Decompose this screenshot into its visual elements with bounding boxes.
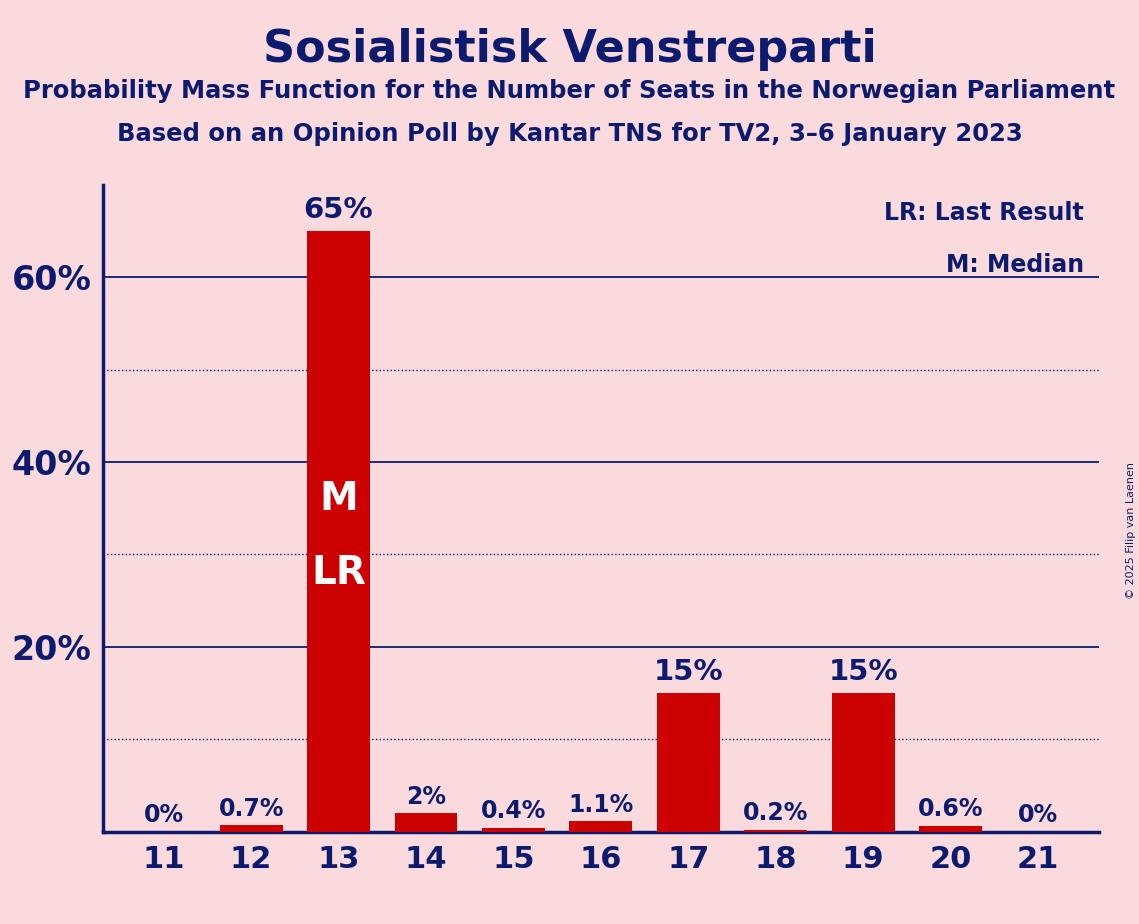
Bar: [919, 826, 982, 832]
Text: Based on an Opinion Poll by Kantar TNS for TV2, 3–6 January 2023: Based on an Opinion Poll by Kantar TNS f…: [116, 122, 1023, 146]
Text: 0%: 0%: [144, 803, 183, 827]
Text: 0.7%: 0.7%: [219, 796, 284, 821]
Bar: [831, 693, 894, 832]
Text: 0%: 0%: [1018, 803, 1058, 827]
Text: M: Median: M: Median: [947, 252, 1084, 276]
Text: 15%: 15%: [828, 658, 898, 686]
Text: 0.2%: 0.2%: [743, 801, 809, 825]
Text: 15%: 15%: [654, 658, 723, 686]
Bar: [220, 825, 282, 832]
Text: M: M: [319, 480, 358, 518]
Text: 0.4%: 0.4%: [481, 799, 546, 823]
Text: LR: LR: [311, 553, 366, 592]
Bar: [570, 821, 632, 832]
Bar: [308, 231, 370, 832]
Bar: [394, 813, 458, 832]
Text: Probability Mass Function for the Number of Seats in the Norwegian Parliament: Probability Mass Function for the Number…: [24, 79, 1115, 103]
Text: Sosialistisk Venstreparti: Sosialistisk Venstreparti: [263, 28, 876, 71]
Text: 65%: 65%: [304, 196, 374, 224]
Text: © 2025 Filip van Laenen: © 2025 Filip van Laenen: [1126, 462, 1136, 599]
Text: 0.6%: 0.6%: [918, 797, 983, 821]
Text: LR: Last Result: LR: Last Result: [885, 201, 1084, 225]
Bar: [744, 830, 808, 832]
Text: 2%: 2%: [405, 784, 446, 808]
Bar: [657, 693, 720, 832]
Bar: [482, 828, 544, 832]
Text: 1.1%: 1.1%: [568, 793, 633, 817]
